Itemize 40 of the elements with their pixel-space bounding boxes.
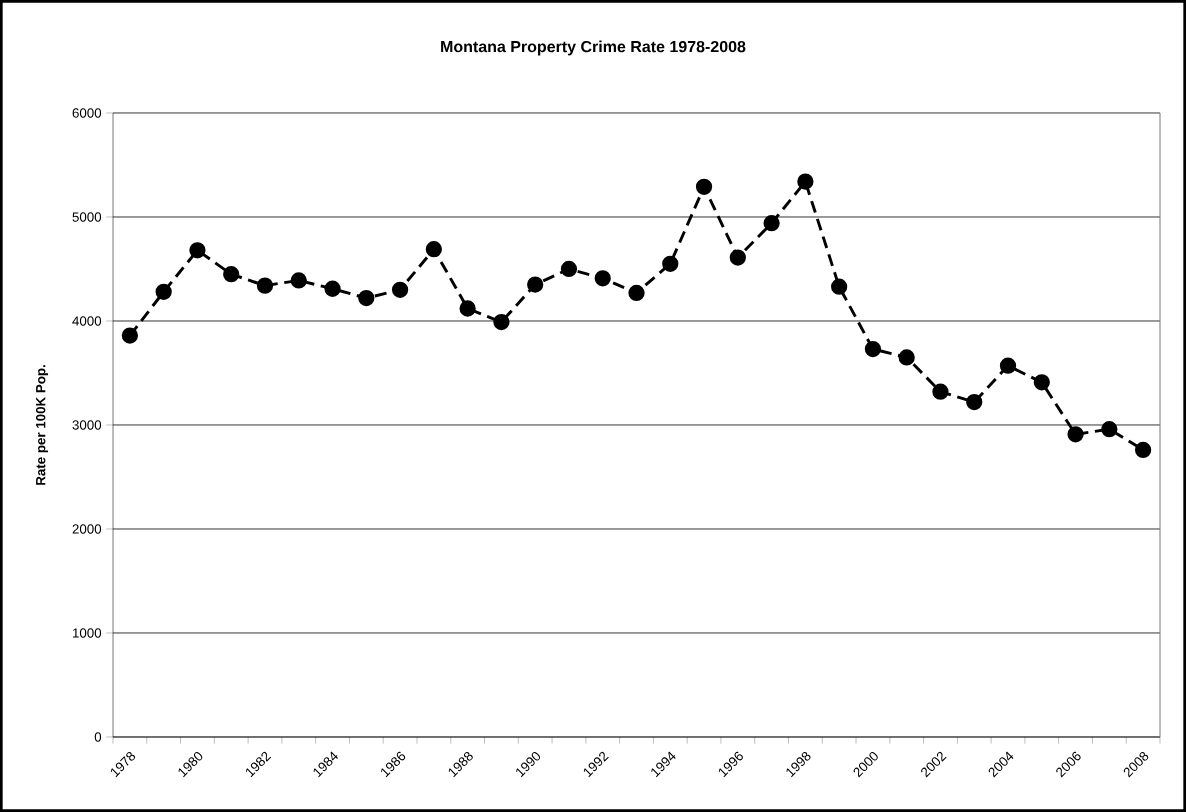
y-tick-label: 4000	[72, 316, 102, 326]
point	[999, 357, 1017, 374]
chart-title: Montana Property Crime Rate 1978-2008	[441, 40, 746, 56]
point	[729, 249, 746, 266]
y-axis-title: Rate per 100K Pop.	[35, 365, 49, 485]
y-tick-label: 1000	[72, 628, 102, 638]
point	[324, 280, 341, 297]
point	[864, 340, 882, 358]
point	[1067, 426, 1084, 443]
point	[932, 383, 949, 400]
y-tick-label: 0	[94, 732, 102, 742]
point	[1101, 421, 1118, 438]
point	[594, 270, 611, 287]
point	[493, 313, 510, 331]
point	[797, 173, 814, 190]
y-tick-label: 3000	[72, 420, 102, 430]
point	[223, 266, 240, 283]
point	[358, 289, 375, 307]
point	[763, 215, 780, 232]
point	[391, 281, 409, 298]
point	[560, 260, 578, 278]
point	[1134, 441, 1152, 459]
point	[662, 255, 679, 272]
point	[256, 277, 274, 294]
point	[290, 272, 307, 289]
point	[898, 349, 915, 366]
y-tick-label: 2000	[72, 524, 102, 534]
point	[628, 284, 645, 302]
point	[459, 300, 476, 317]
point	[527, 276, 544, 293]
point	[121, 327, 139, 344]
point	[1033, 374, 1050, 391]
point	[189, 242, 206, 259]
point	[155, 283, 172, 300]
point	[831, 278, 848, 295]
y-tick-label: 6000	[72, 108, 102, 118]
point	[695, 178, 713, 195]
point	[966, 393, 983, 411]
y-tick-label: 5000	[72, 212, 102, 222]
point	[425, 241, 442, 258]
